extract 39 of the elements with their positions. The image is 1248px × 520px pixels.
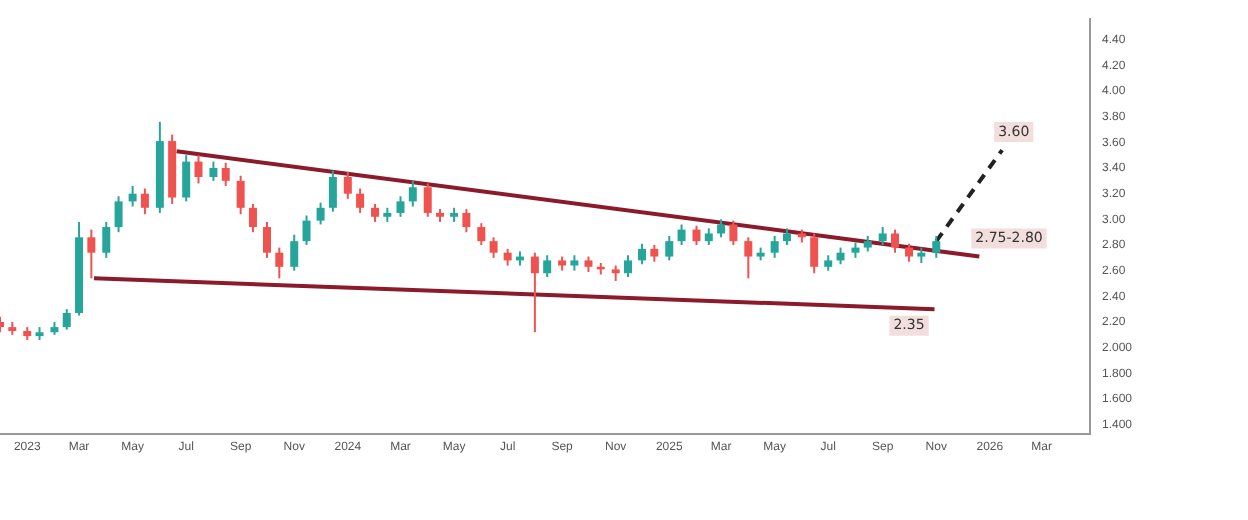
candlestick xyxy=(128,184,137,208)
candlestick xyxy=(665,235,674,262)
candlestick xyxy=(302,214,311,246)
candlestick xyxy=(221,161,230,187)
candlestick xyxy=(140,187,149,216)
candlestick xyxy=(236,174,245,216)
candlestick xyxy=(87,228,96,280)
candlestick xyxy=(489,236,498,259)
candlestick xyxy=(343,170,352,200)
candlestick xyxy=(102,220,111,259)
candlestick xyxy=(194,154,203,185)
candlestick xyxy=(328,169,337,213)
candlestick xyxy=(275,246,284,280)
candlestick xyxy=(408,179,417,208)
candlestick xyxy=(316,201,325,226)
candlestick xyxy=(692,224,701,246)
candlestick xyxy=(890,228,899,254)
candlestick xyxy=(462,208,471,234)
candlestick xyxy=(543,254,552,279)
candlestick xyxy=(638,242,647,266)
candlestick xyxy=(932,235,941,259)
candlestick xyxy=(677,223,686,246)
candlestick xyxy=(248,202,257,234)
candlestick xyxy=(182,154,191,203)
candlestick xyxy=(810,232,819,275)
candlestick xyxy=(744,236,753,280)
candlestick xyxy=(290,233,299,272)
candlestick xyxy=(477,222,486,246)
candlestick xyxy=(530,251,539,334)
candlestick xyxy=(423,182,432,218)
candlestick xyxy=(356,187,365,214)
candlestick xyxy=(209,160,218,182)
candlestick xyxy=(396,195,405,218)
candlestick xyxy=(729,219,738,246)
candlestick xyxy=(770,235,779,259)
candlestick xyxy=(114,195,123,234)
candlestick xyxy=(62,308,71,331)
candlestick xyxy=(263,220,271,259)
candlestick xyxy=(623,254,632,279)
